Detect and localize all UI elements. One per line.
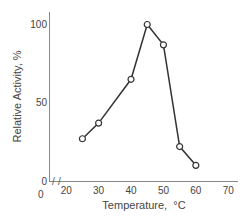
svg-text:100: 100	[30, 19, 47, 30]
svg-text:/: /	[58, 176, 61, 187]
svg-text:20: 20	[61, 185, 73, 196]
svg-text:Relative Activity, %: Relative Activity, %	[11, 50, 23, 142]
svg-text:0: 0	[41, 176, 47, 187]
svg-text:Temperature, °C: Temperature, °C	[102, 199, 185, 211]
svg-text:30: 30	[93, 185, 105, 196]
svg-text:60: 60	[190, 185, 202, 196]
svg-text:70: 70	[223, 185, 235, 196]
svg-text:/: /	[52, 176, 55, 187]
svg-text:0: 0	[38, 189, 44, 200]
svg-text:50: 50	[36, 97, 48, 108]
svg-text:40: 40	[125, 185, 137, 196]
svg-text:50: 50	[158, 185, 170, 196]
